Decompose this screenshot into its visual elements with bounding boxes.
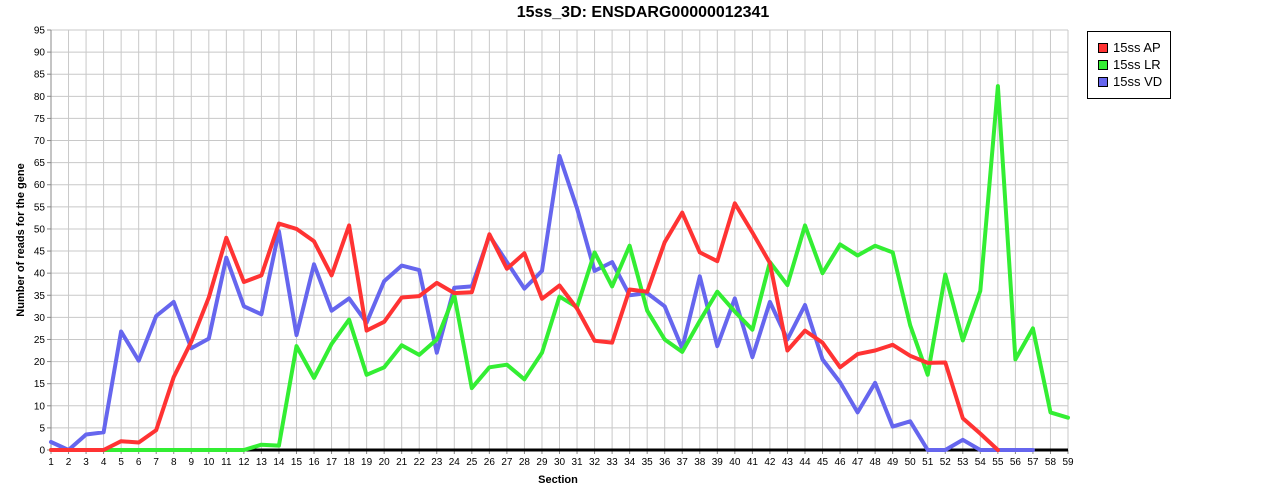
x-tick-label: 6 — [136, 457, 142, 468]
x-tick-label: 41 — [747, 457, 759, 468]
legend-label-ap: 15ss AP — [1113, 40, 1161, 55]
x-tick-label: 25 — [466, 457, 478, 468]
x-tick-label: 22 — [414, 457, 426, 468]
x-tick-label: 20 — [379, 457, 391, 468]
x-tick-label: 24 — [449, 457, 461, 468]
x-tick-label: 32 — [589, 457, 601, 468]
y-axis-label: Number of reads for the gene — [15, 163, 27, 316]
x-tick-label: 29 — [536, 457, 548, 468]
x-tick-label: 42 — [764, 457, 776, 468]
legend-item-lr: 15ss LR — [1098, 56, 1161, 73]
x-tick-label: 26 — [484, 457, 496, 468]
x-tick-label: 8 — [171, 457, 177, 468]
chart-title: 15ss_3D: ENSDARG00000012341 — [517, 4, 770, 21]
x-tick-label: 21 — [396, 457, 408, 468]
y-tick-label: 70 — [34, 136, 46, 147]
x-tick-label: 58 — [1045, 457, 1057, 468]
x-tick-label: 1 — [48, 457, 54, 468]
x-axis-label: Section — [538, 474, 578, 486]
x-tick-label: 45 — [817, 457, 829, 468]
y-tick-label: 95 — [34, 26, 46, 37]
y-tick-label: 30 — [34, 313, 46, 324]
x-tick-label: 28 — [519, 457, 531, 468]
x-tick-label: 2 — [66, 457, 72, 468]
x-tick-label: 43 — [782, 457, 794, 468]
x-tick-label: 47 — [852, 457, 864, 468]
y-tick-label: 60 — [34, 180, 46, 191]
x-tick-label: 44 — [799, 457, 811, 468]
x-tick-label: 10 — [203, 457, 215, 468]
y-tick-label: 75 — [34, 114, 46, 125]
legend-label-lr: 15ss LR — [1113, 57, 1161, 72]
y-tick-label: 5 — [39, 423, 45, 434]
axes — [47, 29, 1069, 454]
x-tick-label: 19 — [361, 457, 373, 468]
legend-item-ap: 15ss AP — [1098, 39, 1161, 56]
y-tick-label: 85 — [34, 70, 46, 81]
x-tick-label: 27 — [501, 457, 513, 468]
x-tick-label: 31 — [571, 457, 583, 468]
x-tick-label: 9 — [188, 457, 194, 468]
y-tick-label: 90 — [34, 48, 46, 59]
x-tick-label: 33 — [607, 457, 619, 468]
x-tick-label: 17 — [326, 457, 338, 468]
y-tick-label: 50 — [34, 224, 46, 235]
legend-swatch-ap — [1098, 42, 1108, 53]
x-tick-label: 23 — [431, 457, 443, 468]
legend-swatch-vd — [1098, 76, 1108, 87]
x-tick-label: 30 — [554, 457, 566, 468]
x-tick-label: 53 — [957, 457, 969, 468]
x-tick-label: 7 — [153, 457, 159, 468]
x-tick-label: 52 — [940, 457, 952, 468]
x-tick-label: 3 — [83, 457, 89, 468]
y-tick-label: 45 — [34, 247, 46, 258]
x-tick-label: 48 — [870, 457, 882, 468]
y-tick-label: 20 — [34, 357, 46, 368]
x-tick-label: 59 — [1062, 457, 1074, 468]
x-tick-label: 12 — [238, 457, 250, 468]
x-tick-label: 5 — [118, 457, 124, 468]
y-tick-label: 80 — [34, 92, 46, 103]
x-tick-label: 46 — [834, 457, 846, 468]
x-tick-label: 54 — [975, 457, 987, 468]
x-tick-label: 16 — [308, 457, 320, 468]
x-tick-label: 50 — [905, 457, 917, 468]
legend-label-vd: 15ss VD — [1113, 74, 1163, 89]
x-tick-label: 18 — [344, 457, 356, 468]
x-tick-label: 14 — [273, 457, 285, 468]
x-tick-label: 15 — [291, 457, 303, 468]
legend-swatch-lr — [1098, 59, 1108, 70]
series-lines — [49, 84, 1070, 452]
legend-item-vd: 15ss VD — [1098, 73, 1162, 90]
y-tick-label: 40 — [34, 269, 46, 280]
x-tick-labels: 1 2 3 4 5 6 7 8 9 10 11 12 13 14 15 16 17 18 19 20 21 22 23 24 2… — [48, 457, 1074, 468]
x-tick-label: 13 — [256, 457, 268, 468]
y-tick-label: 35 — [34, 291, 46, 302]
y-tick-label: 15 — [34, 379, 46, 390]
x-tick-label: 4 — [101, 457, 107, 468]
x-tick-label: 39 — [712, 457, 724, 468]
x-tick-label: 11 — [221, 457, 232, 468]
y-tick-label: 55 — [34, 202, 46, 213]
x-tick-label: 57 — [1027, 457, 1039, 468]
x-tick-label: 37 — [677, 457, 689, 468]
x-tick-label: 34 — [624, 457, 636, 468]
x-tick-label: 36 — [659, 457, 671, 468]
grid — [50, 29, 1069, 451]
x-tick-label: 38 — [694, 457, 706, 468]
x-tick-label: 51 — [922, 457, 934, 468]
x-tick-label: 35 — [642, 457, 654, 468]
y-tick-label: 0 — [39, 446, 45, 457]
y-tick-label: 25 — [34, 335, 46, 346]
x-tick-label: 56 — [1010, 457, 1022, 468]
y-tick-labels: 0 5 10 15 20 25 30 35 40 45 50 55 60 65 70 75 80 85 90 95 — [34, 26, 46, 457]
x-tick-label: 40 — [729, 457, 741, 468]
y-tick-label: 10 — [34, 401, 46, 412]
y-tick-label: 65 — [34, 158, 46, 169]
chart-legend: 15ss AP 15ss LR 15ss VD — [1087, 31, 1171, 99]
x-tick-label: 49 — [887, 457, 899, 468]
x-tick-label: 55 — [992, 457, 1004, 468]
